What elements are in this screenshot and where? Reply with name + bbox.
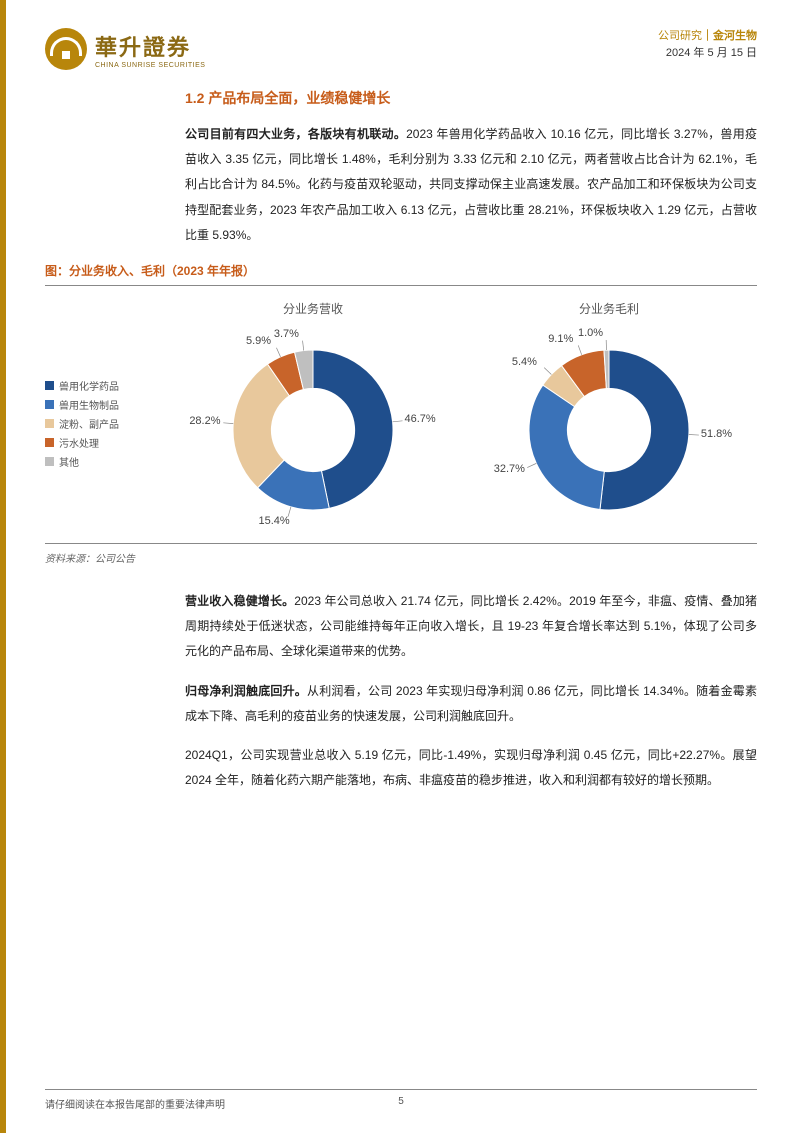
source: 资料来源：公司公告 xyxy=(45,550,757,565)
slice-label: 1.0% xyxy=(578,327,603,339)
legend-swatch xyxy=(45,457,54,466)
chart-revenue: 分业务营收 46.7%15.4%28.2%5.9%3.7% xyxy=(165,300,461,535)
legend-item: 兽用生物制品 xyxy=(45,397,165,412)
footer-disclaimer: 请仔细阅读在本报告尾部的重要法律声明 xyxy=(45,1096,225,1111)
slice-label: 3.7% xyxy=(274,328,299,340)
donut-profit: 51.8%32.7%5.4%9.1%1.0% xyxy=(504,325,714,535)
para1-lead: 公司目前有四大业务，各版块有机联动。 xyxy=(185,127,406,141)
section-title: 1.2 产品布局全面，业绩稳健增长 xyxy=(185,88,757,108)
legend-item: 污水处理 xyxy=(45,435,165,450)
slice-label: 51.8% xyxy=(701,428,732,440)
legend-swatch xyxy=(45,400,54,409)
slice-label: 5.4% xyxy=(512,356,537,368)
logo-icon xyxy=(45,28,87,70)
donut-slice xyxy=(600,350,689,510)
slice-label: 15.4% xyxy=(258,515,289,527)
header-meta: 公司研究｜金河生物 2024 年 5 月 15 日 xyxy=(658,28,757,61)
legend-label: 兽用生物制品 xyxy=(59,397,119,412)
donut-slice xyxy=(529,385,604,509)
logo-text-cn: 華升證券 xyxy=(95,30,205,62)
para3-lead: 归母净利润触底回升。 xyxy=(185,684,307,698)
slice-label: 9.1% xyxy=(548,333,573,345)
para1-body: 2023 年兽用化学药品收入 10.16 亿元，同比增长 3.27%，兽用疫苗收… xyxy=(185,127,757,242)
logo-text-en: CHINA SUNRISE SECURITIES xyxy=(95,62,205,69)
research-type: 公司研究 xyxy=(658,30,702,42)
divider xyxy=(45,285,757,286)
legend-item: 淀粉、副产品 xyxy=(45,416,165,431)
legend: 兽用化学药品兽用生物制品淀粉、副产品污水处理其他 xyxy=(45,300,165,535)
chart-revenue-title: 分业务营收 xyxy=(283,300,343,317)
footer: 请仔细阅读在本报告尾部的重要法律声明 5 xyxy=(45,1089,757,1111)
legend-swatch xyxy=(45,381,54,390)
slice-label: 46.7% xyxy=(404,413,435,425)
figure-title: 图：分业务收入、毛利（2023 年年报） xyxy=(45,262,757,279)
page-number: 5 xyxy=(398,1096,404,1107)
divider xyxy=(45,543,757,544)
legend-swatch xyxy=(45,419,54,428)
chart-profit: 分业务毛利 51.8% 32.7% 5.4% 9.1% 1.0% xyxy=(461,300,757,535)
legend-label: 淀粉、副产品 xyxy=(59,416,119,431)
logo: 華升證券 CHINA SUNRISE SECURITIES xyxy=(45,28,205,70)
legend-label: 其他 xyxy=(59,454,79,469)
chart-profit-title: 分业务毛利 xyxy=(579,300,639,317)
report-date: 2024 年 5 月 15 日 xyxy=(658,45,757,62)
donut-slice xyxy=(313,350,393,508)
company-name: 金河生物 xyxy=(713,30,757,42)
slice-label: 28.2% xyxy=(189,415,220,427)
paragraph-3: 归母净利润触底回升。从利润看，公司 2023 年实现归母净利润 0.86 亿元，… xyxy=(185,679,757,729)
left-accent-bar xyxy=(0,0,6,1133)
donut-revenue: 46.7%15.4%28.2%5.9%3.7% xyxy=(208,325,418,535)
paragraph-4: 2024Q1，公司实现营业总收入 5.19 亿元，同比-1.49%，实现归母净利… xyxy=(185,743,757,793)
legend-label: 污水处理 xyxy=(59,435,99,450)
para2-lead: 营业收入稳健增长。 xyxy=(185,594,294,608)
slice-label: 5.9% xyxy=(246,335,271,347)
legend-swatch xyxy=(45,438,54,447)
paragraph-2: 营业收入稳健增长。2023 年公司总收入 21.74 亿元，同比增长 2.42%… xyxy=(185,589,757,665)
legend-item: 其他 xyxy=(45,454,165,469)
legend-label: 兽用化学药品 xyxy=(59,378,119,393)
page-header: 華升證券 CHINA SUNRISE SECURITIES 公司研究｜金河生物 … xyxy=(45,28,757,70)
paragraph-1: 公司目前有四大业务，各版块有机联动。2023 年兽用化学药品收入 10.16 亿… xyxy=(185,122,757,248)
slice-label: 32.7% xyxy=(494,463,525,475)
charts-row: 兽用化学药品兽用生物制品淀粉、副产品污水处理其他 分业务营收 46.7%15.4… xyxy=(45,290,757,539)
legend-item: 兽用化学药品 xyxy=(45,378,165,393)
